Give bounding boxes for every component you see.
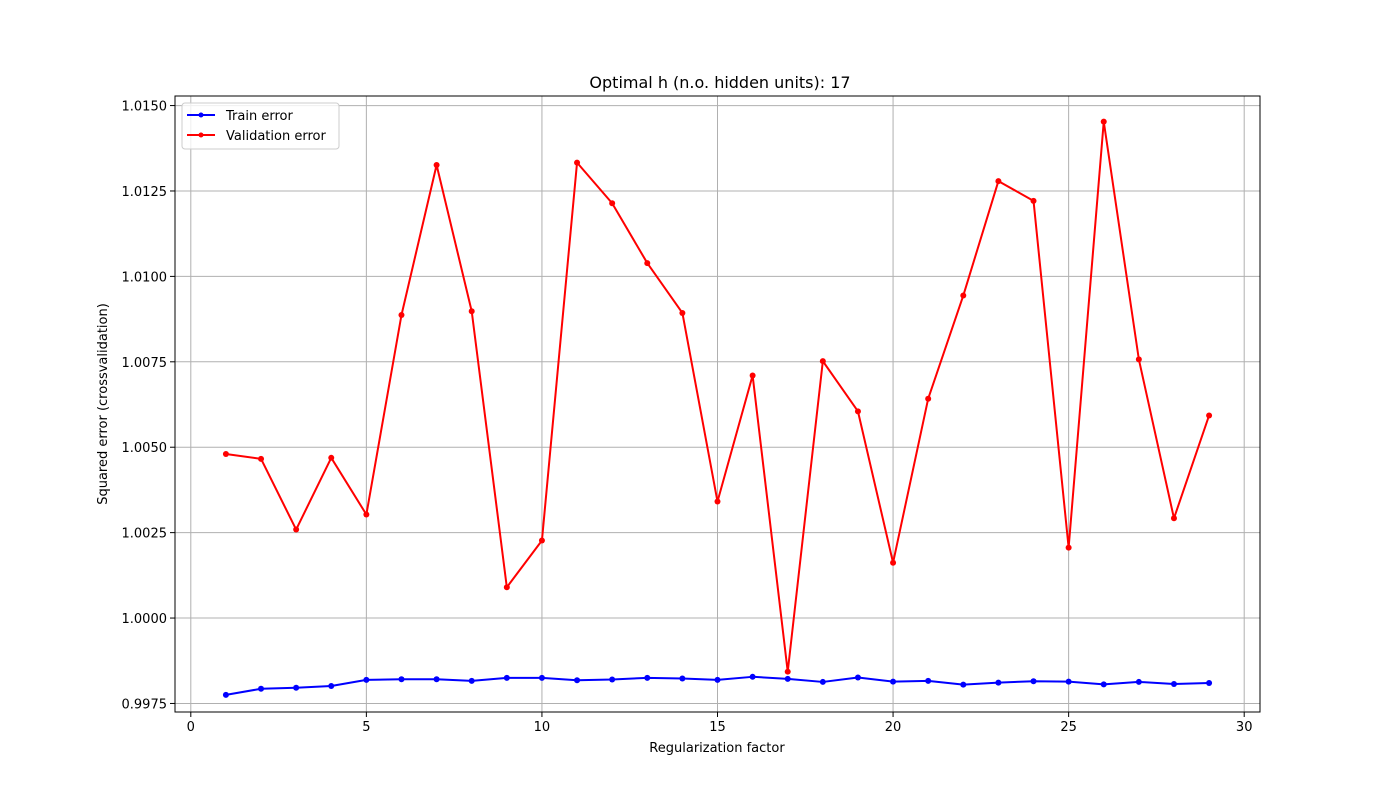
train-error-point <box>854 674 861 681</box>
x-tick-label: 30 <box>1236 720 1253 735</box>
validation-error-point <box>258 455 265 462</box>
y-tick-label: 1.0075 <box>122 356 168 371</box>
validation-error-point <box>609 200 616 207</box>
train-error-point <box>503 674 510 681</box>
validation-error-point <box>925 395 932 402</box>
train-error-point <box>960 681 967 688</box>
legend-train-marker <box>198 112 204 118</box>
train-error-point <box>1170 680 1177 687</box>
train-error-point <box>1065 678 1072 685</box>
y-tick-label: 1.0150 <box>122 100 168 115</box>
validation-error-point <box>363 511 370 518</box>
validation-error-point <box>1135 356 1142 363</box>
y-tick-label: 1.0000 <box>122 612 168 627</box>
validation-error-point <box>819 358 826 365</box>
validation-error-point <box>854 408 861 415</box>
train-error-point <box>222 691 229 698</box>
validation-error-point <box>679 309 686 316</box>
validation-error-point <box>538 537 545 544</box>
validation-error-point <box>328 454 335 461</box>
train-error-point <box>1100 681 1107 688</box>
train-error-point <box>363 676 370 683</box>
validation-error-point <box>1170 515 1177 522</box>
validation-error-point <box>784 668 791 675</box>
validation-error-point <box>398 311 405 318</box>
validation-error-point <box>714 498 721 505</box>
x-tick-label: 5 <box>362 720 370 735</box>
train-error-point <box>398 676 405 683</box>
train-error-point <box>468 677 475 684</box>
validation-error-point <box>1100 118 1107 125</box>
train-error-point <box>819 678 826 685</box>
y-tick-label: 1.0125 <box>122 185 168 200</box>
validation-error-point <box>468 308 475 315</box>
train-error-point <box>574 677 581 684</box>
train-error-point <box>714 676 721 683</box>
train-error-point <box>609 676 616 683</box>
validation-error-point <box>293 526 300 533</box>
legend-frame <box>181 102 340 150</box>
y-axis-label: Squared error (crossvalidation) <box>96 303 111 505</box>
train-error-point <box>328 683 335 690</box>
x-axis-label: Regularization factor <box>649 741 785 756</box>
validation-error-point <box>1206 412 1213 419</box>
x-tick-label: 0 <box>187 720 195 735</box>
validation-error-point <box>222 451 229 458</box>
train-error-point <box>433 676 440 683</box>
y-tick-label: 1.0100 <box>122 270 168 285</box>
validation-error-point <box>1065 544 1072 551</box>
train-error-point <box>749 673 756 680</box>
validation-error-point <box>995 178 1002 185</box>
y-tick-label: 1.0025 <box>122 527 168 542</box>
train-error-point <box>1030 678 1037 685</box>
validation-error-point <box>890 559 897 566</box>
y-tick-label: 0.9975 <box>122 697 168 712</box>
validation-error-point <box>960 292 967 299</box>
x-tick-label: 15 <box>709 720 726 735</box>
validation-error-point <box>644 260 651 267</box>
train-error-point <box>293 684 300 691</box>
legend-train-label: Train error <box>225 109 293 124</box>
train-error-point <box>258 685 265 692</box>
x-axis-ticks: 0 5 10 15 20 25 30 <box>187 712 1253 735</box>
grid-lines <box>175 96 1260 712</box>
x-tick-label: 25 <box>1060 720 1077 735</box>
data-series <box>222 118 1213 698</box>
x-tick-label: 10 <box>534 720 551 735</box>
chart-title: Optimal h (n.o. hidden units): 17 <box>589 73 850 92</box>
train-error-point <box>995 679 1002 686</box>
validation-error-point <box>574 159 581 166</box>
train-error-point <box>644 674 651 681</box>
validation-error-point <box>503 584 510 591</box>
train-error-point <box>890 678 897 685</box>
validation-error-point <box>1030 197 1037 204</box>
legend: Train error Validation error <box>181 102 340 150</box>
y-tick-label: 1.0050 <box>122 441 168 456</box>
validation-error-point <box>749 372 756 379</box>
train-error-point <box>1135 678 1142 685</box>
train-error-point <box>1206 679 1213 686</box>
train-error-point <box>925 677 932 684</box>
train-error-point <box>538 674 545 681</box>
x-tick-label: 20 <box>885 720 902 735</box>
validation-error-point <box>433 162 440 169</box>
y-axis-ticks: 0.9975 1.0000 1.0025 1.0050 1.0075 1.0100 1.01… <box>122 100 175 712</box>
train-error-point <box>784 675 791 682</box>
legend-validation-label: Validation error <box>226 129 326 144</box>
legend-validation-marker <box>198 132 204 138</box>
train-error-point <box>679 675 686 682</box>
